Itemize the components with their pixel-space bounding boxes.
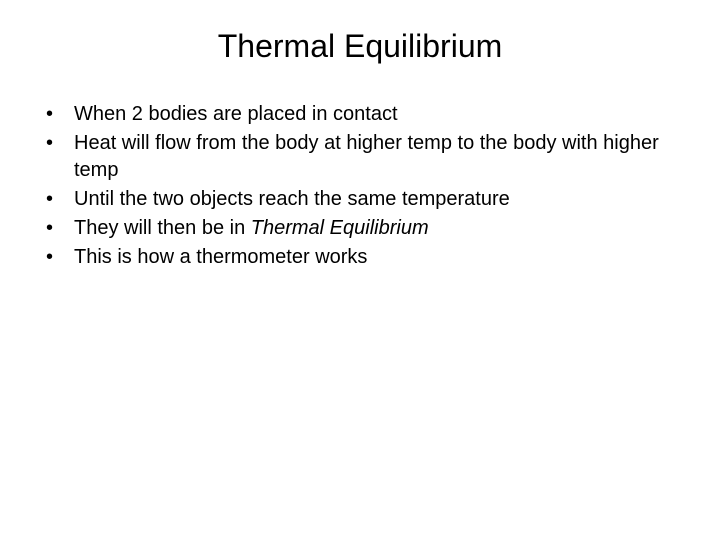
list-item: Heat will flow from the body at higher t… [46, 130, 690, 184]
slide-title: Thermal Equilibrium [30, 28, 690, 65]
bullet-text: This is how a thermometer works [74, 246, 367, 268]
slide-container: Thermal Equilibrium When 2 bodies are pl… [0, 0, 720, 540]
list-item: When 2 bodies are placed in contact [46, 101, 690, 128]
bullet-list: When 2 bodies are placed in contact Heat… [30, 101, 690, 271]
bullet-text: Until the two objects reach the same tem… [74, 188, 510, 210]
list-item: Until the two objects reach the same tem… [46, 186, 690, 213]
list-item: They will then be in Thermal Equilibrium [46, 215, 690, 242]
bullet-text-italic: Thermal Equilibrium [251, 217, 429, 239]
bullet-text-prefix: They will then be in [74, 217, 251, 239]
bullet-text: Heat will flow from the body at higher t… [74, 132, 659, 181]
list-item: This is how a thermometer works [46, 244, 690, 271]
bullet-text: When 2 bodies are placed in contact [74, 103, 398, 125]
